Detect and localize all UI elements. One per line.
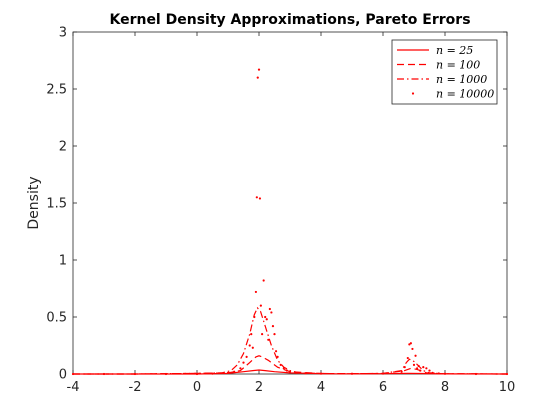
data-point (265, 318, 268, 321)
data-point (268, 307, 271, 311)
data-point (233, 370, 236, 373)
y-tick-label: 0.5 (46, 311, 67, 326)
data-point (505, 372, 509, 376)
legend-entry: n = 25 (397, 44, 473, 57)
data-point (251, 346, 254, 349)
data-point (164, 372, 168, 376)
y-tick-label: 2.5 (46, 83, 67, 98)
data-point (276, 355, 279, 358)
data-point (414, 354, 417, 357)
data-point (102, 372, 106, 376)
legend-entry: n = 10000 (411, 88, 494, 101)
data-point (270, 311, 273, 314)
x-tick-label: 0 (193, 380, 201, 395)
data-point (431, 371, 434, 374)
data-point (264, 315, 267, 319)
legend-label: n = 1000 (436, 73, 487, 86)
data-point (428, 369, 431, 372)
x-tick-label: 10 (499, 380, 516, 395)
data-point (195, 372, 199, 376)
data-point (419, 369, 422, 372)
data-point (422, 366, 425, 369)
legend-label: n = 25 (436, 44, 473, 57)
x-tick-label: -2 (129, 380, 142, 395)
data-point (474, 372, 478, 376)
data-point (248, 344, 251, 347)
legend-box (391, 39, 498, 105)
data-point (412, 363, 416, 366)
y-tick-label: 3 (59, 26, 67, 41)
data-point (437, 372, 440, 375)
x-tick-label: -4 (67, 380, 80, 395)
chart-title: Kernel Density Approximations, Pareto Er… (109, 12, 470, 28)
x-tick-label: 8 (441, 380, 449, 395)
x-tick-label: 6 (379, 380, 387, 395)
data-point (250, 333, 253, 336)
data-point (257, 68, 261, 71)
data-point (403, 366, 406, 369)
data-point (258, 197, 262, 200)
data-point (409, 342, 412, 345)
data-point (319, 372, 323, 375)
data-point (282, 367, 285, 370)
y-axis-label: Density (26, 176, 42, 229)
data-point (425, 367, 428, 370)
data-point (273, 333, 276, 336)
data-point (271, 325, 275, 328)
data-point (242, 361, 245, 364)
data-point (288, 370, 292, 373)
data-point (416, 367, 419, 370)
data-point (304, 372, 307, 375)
data-point (274, 350, 278, 353)
series-line-dashed (73, 355, 508, 375)
legend-label: n = 100 (436, 59, 480, 72)
data-point (255, 196, 258, 199)
data-point (226, 371, 230, 374)
data-point (256, 76, 259, 79)
data-point (285, 369, 288, 372)
data-point (400, 370, 403, 373)
data-point (279, 363, 282, 366)
series-dots (71, 68, 509, 376)
data-point (71, 372, 75, 376)
data-point (408, 343, 411, 346)
data-point (245, 355, 248, 358)
data-point (267, 338, 270, 341)
y-tick-label: 0 (59, 368, 67, 383)
y-tick-label: 2 (59, 140, 67, 155)
data-point (295, 371, 298, 374)
legend-entry: n = 1000 (397, 73, 487, 86)
data-point (239, 367, 242, 370)
data-point (259, 304, 262, 307)
legend-label: n = 10000 (436, 88, 494, 101)
data-point (443, 372, 447, 375)
legend-entry: n = 100 (397, 59, 480, 72)
data-point (417, 364, 420, 368)
y-tick-label: 1.5 (46, 197, 67, 212)
x-tick-label: 2 (255, 380, 263, 395)
data-point (381, 372, 385, 375)
x-tick-label: 4 (317, 380, 325, 395)
y-tick-label: 1 (59, 254, 67, 269)
legend-swatch (411, 92, 415, 95)
plot-area: -4 -2 0 2 4 6 8 10 0 0.5 1 1.5 2 2.5 3 (46, 26, 515, 396)
data-point (133, 372, 137, 376)
data-point (253, 315, 256, 319)
data-point (254, 290, 257, 294)
data-point (350, 372, 354, 375)
data-point (262, 279, 265, 282)
data-point (261, 333, 264, 336)
data-point (211, 372, 214, 375)
data-point (406, 356, 409, 360)
data-point (411, 347, 414, 351)
